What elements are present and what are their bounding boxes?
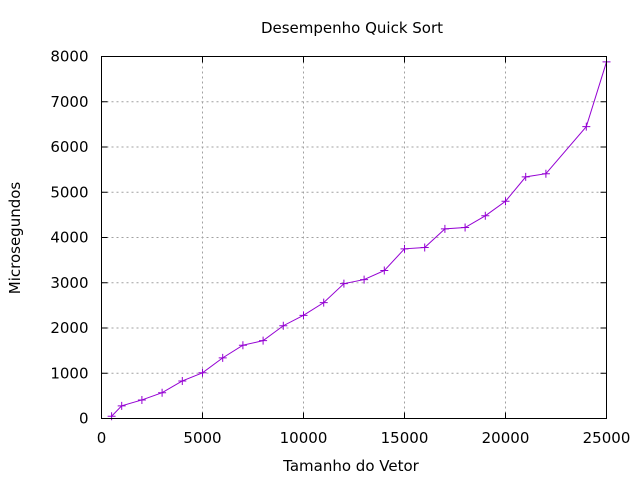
data-point bbox=[400, 244, 409, 253]
data-point bbox=[440, 224, 449, 233]
data-point bbox=[279, 321, 288, 330]
data-point bbox=[117, 401, 126, 410]
data-point bbox=[158, 388, 167, 397]
data-point bbox=[582, 122, 591, 131]
data-point bbox=[481, 211, 490, 220]
series-line bbox=[111, 61, 607, 417]
y-tick-label: 0 bbox=[79, 410, 89, 428]
data-point bbox=[521, 172, 530, 181]
data-point bbox=[259, 336, 268, 345]
data-point bbox=[218, 353, 227, 362]
data-point bbox=[178, 376, 187, 385]
data-point bbox=[420, 243, 429, 252]
y-tick-label: 2000 bbox=[50, 319, 88, 337]
x-tick-label: 0 bbox=[97, 429, 107, 447]
x-tick-label: 10000 bbox=[280, 429, 328, 447]
data-point bbox=[137, 395, 146, 404]
data-point bbox=[461, 223, 470, 232]
data-point bbox=[339, 279, 348, 288]
grid bbox=[101, 56, 607, 419]
data-point bbox=[198, 368, 207, 377]
x-tick-label: 25000 bbox=[583, 429, 631, 447]
y-axis-title: Microsegundos bbox=[6, 182, 24, 295]
x-axis-title: Tamanho do Vetor bbox=[282, 457, 419, 475]
x-tick-label: 5000 bbox=[183, 429, 221, 447]
y-tick-label: 8000 bbox=[50, 48, 88, 66]
y-tick-label: 4000 bbox=[50, 229, 88, 247]
x-tick-label: 20000 bbox=[482, 429, 530, 447]
data-point bbox=[380, 266, 389, 275]
data-point bbox=[319, 298, 328, 307]
y-tick-label: 7000 bbox=[50, 93, 88, 111]
data-point bbox=[299, 311, 308, 320]
data-point bbox=[501, 197, 510, 206]
data-point bbox=[238, 341, 247, 350]
plot-frame bbox=[101, 56, 607, 419]
y-tick-label: 1000 bbox=[50, 364, 88, 382]
data-point bbox=[360, 275, 369, 284]
axis-ticks: 0 5000 10000 15000 20000 25000 0 1000 2000 3000 40… bbox=[50, 48, 630, 448]
x-tick-label: 15000 bbox=[381, 429, 429, 447]
data-point bbox=[541, 169, 550, 178]
series bbox=[107, 57, 611, 421]
y-tick-label: 5000 bbox=[50, 183, 88, 201]
y-tick-label: 6000 bbox=[50, 138, 88, 156]
chart-title: Desempenho Quick Sort bbox=[261, 19, 443, 37]
y-tick-label: 3000 bbox=[50, 274, 88, 292]
